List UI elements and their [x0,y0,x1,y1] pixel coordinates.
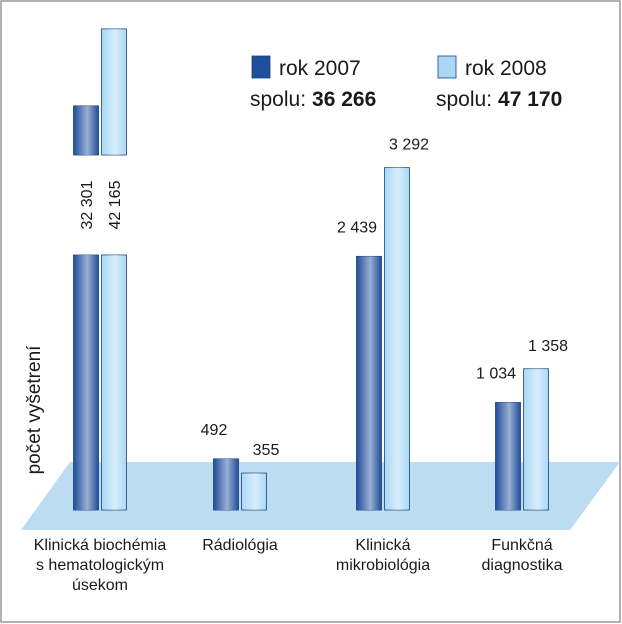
legend-entry: rok 2007 spolu: 36 266 [250,55,376,111]
bar-shine [384,167,410,510]
value-label: 355 [253,442,280,459]
bar-shine [495,402,521,510]
value-label: 42 165 [107,180,124,229]
legend-entry: rok 2008 spolu: 47 170 [436,55,562,111]
value-label: 3 292 [389,137,429,154]
value-label: 2 439 [337,219,377,236]
bar-shine [101,28,127,155]
floor [21,462,620,530]
bar [495,402,521,511]
legend-total: spolu: 47 170 [436,88,562,111]
x-tick-label: Rádiológia [202,537,278,554]
bar [213,458,239,511]
total-value: 47 170 [498,88,562,111]
legend-total: spolu: 36 266 [250,88,376,111]
bar-shine [101,255,127,510]
legend-label: rok 2008 [465,57,547,80]
value-label: 492 [201,422,228,439]
bar-shine [241,473,267,510]
legend-swatch [437,55,457,79]
y-axis-label: počet vyšetrení [24,345,45,475]
bar-shine [213,458,239,510]
bar [101,28,127,511]
total-value: 36 266 [312,88,376,111]
bar [73,105,99,511]
bar-shine [523,368,549,510]
bar [241,472,267,511]
value-label: 1 358 [528,338,568,355]
bar [384,167,410,511]
total-label: spolu: [250,88,306,111]
bar-shine [73,105,99,155]
legend-label: rok 2007 [279,57,361,80]
value-label: 1 034 [476,365,516,382]
bar [356,255,382,511]
value-label: 32 301 [79,180,96,229]
total-label: spolu: [436,88,492,111]
bar [523,368,549,511]
x-tick-label: Funkčná diagnostika [481,537,563,574]
x-tick-label: Klinická biochémia s hematologickým úsek… [33,537,167,594]
bar-shine [73,255,99,510]
x-tick-label: Klinická mikrobiológia [335,537,431,574]
bar-shine [356,256,382,510]
legend-swatch [251,55,271,79]
